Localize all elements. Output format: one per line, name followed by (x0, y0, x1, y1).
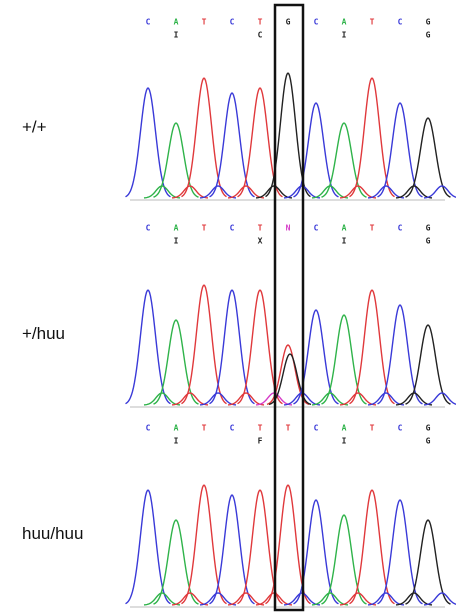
base-call: A (342, 224, 347, 233)
base-call: T (258, 18, 263, 27)
trace-peak (350, 290, 395, 403)
trace-peak (406, 520, 451, 604)
trace-peak (144, 186, 180, 198)
trace-peak (322, 315, 367, 404)
amino-acid: C (258, 31, 263, 40)
amino-acid: F (258, 437, 263, 446)
genotype-label: huu/huu (22, 524, 83, 543)
base-call: A (174, 224, 179, 233)
trace-peak (144, 393, 180, 405)
trace-peak (126, 290, 171, 403)
trace-peak (182, 285, 227, 403)
base-call: C (398, 424, 403, 433)
amino-acid: I (342, 31, 347, 40)
amino-acid: G (426, 31, 431, 40)
trace-peak (200, 186, 236, 198)
base-call: A (342, 424, 347, 433)
trace-peak (172, 593, 208, 605)
trace-peak (172, 393, 208, 405)
trace-peak (378, 103, 423, 197)
amino-acid: X (258, 237, 263, 246)
base-call: T (286, 424, 291, 433)
trace-peak (294, 103, 339, 197)
base-call: C (146, 424, 151, 433)
base-call: T (370, 424, 375, 433)
base-call: G (426, 424, 431, 433)
trace-peak (210, 495, 255, 604)
amino-acid: I (342, 437, 347, 446)
trace-peak (424, 186, 456, 198)
genotype-label: +/+ (22, 117, 47, 136)
amino-acid: I (174, 237, 179, 246)
base-call: T (370, 224, 375, 233)
base-call: C (398, 18, 403, 27)
trace-peak (396, 593, 432, 605)
trace-peak (406, 325, 451, 404)
trace-peak (368, 186, 404, 198)
base-call: T (370, 18, 375, 27)
base-call: G (426, 224, 431, 233)
trace-peak (210, 290, 255, 403)
trace-peak (368, 593, 404, 605)
base-call: C (146, 18, 151, 27)
trace-peak (340, 593, 376, 605)
amino-acid: I (342, 237, 347, 246)
trace-peak (424, 593, 456, 605)
trace-peak (144, 593, 180, 605)
base-call: C (230, 224, 235, 233)
trace-peak (210, 93, 255, 197)
genotype-label: +/huu (22, 324, 65, 343)
trace-peak (406, 118, 451, 197)
trace-peak (312, 393, 348, 405)
trace-peak (228, 186, 264, 198)
trace-peak (182, 485, 227, 603)
trace-peak (200, 593, 236, 605)
trace-peak (154, 520, 199, 604)
trace-peak (396, 186, 432, 198)
base-call: G (286, 18, 291, 27)
trace-peak (322, 515, 367, 604)
trace-peak (294, 500, 339, 604)
base-call: A (174, 18, 179, 27)
trace-peak (154, 320, 199, 404)
highlight-box (275, 5, 303, 610)
trace-peak (378, 305, 423, 404)
base-call: G (426, 18, 431, 27)
trace-peak (228, 593, 264, 605)
base-call: N (286, 224, 291, 233)
trace-peak (350, 490, 395, 603)
base-call: C (146, 224, 151, 233)
trace-peak (312, 186, 348, 198)
base-call: T (258, 224, 263, 233)
amino-acid: I (174, 437, 179, 446)
base-call: T (258, 424, 263, 433)
base-call: T (202, 18, 207, 27)
trace-peak (378, 500, 423, 604)
base-call: A (174, 424, 179, 433)
base-call: C (398, 224, 403, 233)
base-call: C (230, 424, 235, 433)
base-call: C (314, 18, 319, 27)
trace-peak (340, 186, 376, 198)
amino-acid: G (426, 437, 431, 446)
trace-peak (172, 186, 208, 198)
trace-peak (228, 393, 264, 405)
base-call: C (314, 224, 319, 233)
trace-peak (200, 393, 236, 405)
base-call: C (314, 424, 319, 433)
base-call: A (342, 18, 347, 27)
trace-peak (396, 393, 432, 405)
chromatogram-figure: +/+CATCTGCATCGICIG+/huuCATCTNCATCGIXIGhu… (0, 0, 456, 614)
base-call: T (202, 424, 207, 433)
amino-acid: I (174, 31, 179, 40)
trace-peak (312, 593, 348, 605)
trace-peak (424, 393, 456, 405)
base-call: C (230, 18, 235, 27)
amino-acid: G (426, 237, 431, 246)
base-call: T (202, 224, 207, 233)
trace-peak (340, 393, 376, 405)
trace-peak (126, 490, 171, 603)
trace-peak (368, 393, 404, 405)
